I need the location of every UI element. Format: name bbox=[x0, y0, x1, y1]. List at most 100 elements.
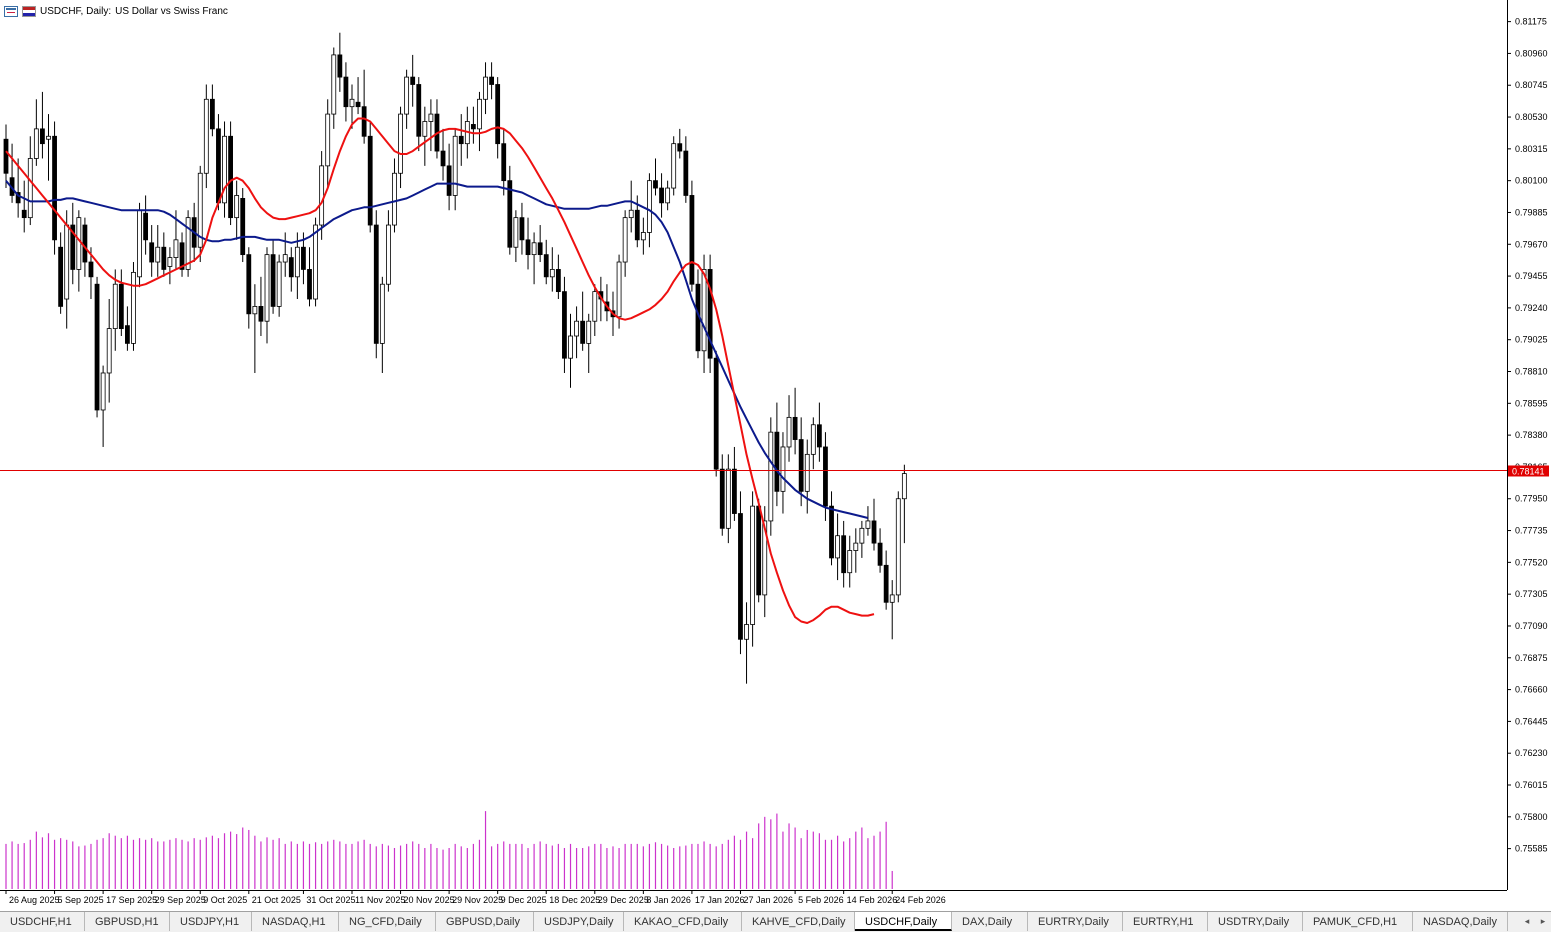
bull-candle bbox=[197, 172, 203, 248]
bull-candle bbox=[804, 453, 810, 492]
bear-candle bbox=[458, 135, 464, 145]
price-tick-label: 0.80745 bbox=[1515, 80, 1548, 90]
bear-candle bbox=[507, 180, 513, 248]
bear-candle bbox=[355, 101, 361, 108]
bull-candle bbox=[859, 527, 865, 544]
tab-nasdaq-daily[interactable]: NASDAQ,Daily bbox=[1413, 912, 1508, 931]
bear-candle bbox=[470, 124, 476, 130]
bull-candle bbox=[276, 261, 282, 307]
bull-candle bbox=[889, 594, 895, 603]
bear-candle bbox=[495, 84, 501, 145]
tab-eurtry-daily[interactable]: EURTRY,Daily bbox=[1028, 912, 1123, 931]
bear-candle bbox=[519, 217, 525, 241]
bull-candle bbox=[622, 217, 628, 263]
bear-candle bbox=[367, 135, 373, 226]
bear-candle bbox=[88, 261, 94, 278]
bear-candle bbox=[258, 306, 264, 322]
bull-candle bbox=[768, 431, 774, 522]
price-tick-label: 0.77305 bbox=[1515, 589, 1548, 599]
bear-candle bbox=[125, 325, 130, 344]
bear-candle bbox=[823, 446, 828, 507]
time-tick-label: 24 Feb 2026 bbox=[895, 895, 946, 905]
bear-candle bbox=[738, 513, 743, 640]
bear-candle bbox=[118, 283, 124, 330]
bull-candle bbox=[483, 76, 488, 100]
bear-candle bbox=[161, 246, 167, 270]
bull-candle bbox=[46, 135, 51, 140]
tab-usdchf-daily[interactable]: USDCHF,Daily bbox=[855, 912, 952, 931]
time-tick-label: 31 Oct 2025 bbox=[306, 895, 355, 905]
bear-candle bbox=[580, 320, 586, 344]
bull-candle bbox=[853, 542, 859, 551]
tabs-scroll-left-icon[interactable]: ◂ bbox=[1520, 912, 1534, 931]
tab-ng-cfd-daily[interactable]: NG_CFD,Daily bbox=[339, 912, 436, 931]
tabs-scroll-right-icon[interactable]: ▸ bbox=[1536, 912, 1550, 931]
bear-candle bbox=[683, 150, 689, 196]
price-tick-label: 0.76660 bbox=[1515, 685, 1548, 695]
chart-title: USDCHF, Daily: US Dollar vs Swiss Franc bbox=[4, 4, 228, 18]
bear-candle bbox=[756, 505, 762, 596]
bull-candle bbox=[810, 424, 816, 455]
bear-candle bbox=[841, 535, 847, 574]
tab-kakao-cfd-daily[interactable]: KAKAO_CFD,Daily bbox=[624, 912, 742, 931]
bull-candle bbox=[531, 242, 537, 256]
tab-dax-daily[interactable]: DAX,Daily bbox=[952, 912, 1028, 931]
time-tick-label: 14 Feb 2026 bbox=[847, 895, 898, 905]
bull-candle bbox=[901, 473, 907, 500]
tab-nasdaq-h1[interactable]: NASDAQ,H1 bbox=[252, 912, 339, 931]
bear-candle bbox=[719, 468, 725, 529]
bull-candle bbox=[786, 416, 792, 448]
bear-candle bbox=[792, 416, 798, 440]
price-tick-label: 0.80530 bbox=[1515, 112, 1548, 122]
bull-candle bbox=[222, 135, 227, 204]
bear-candle bbox=[877, 542, 883, 566]
tab-usdjpy-daily[interactable]: USDJPY,Daily bbox=[534, 912, 624, 931]
bull-candle bbox=[513, 217, 519, 248]
time-tick-label: 21 Oct 2025 bbox=[252, 895, 301, 905]
bull-candle bbox=[744, 624, 749, 640]
tab-pamuk-cfd-h1[interactable]: PAMUK_CFD,H1 bbox=[1303, 912, 1413, 931]
tab-gbpusd-h1[interactable]: GBPUSD,H1 bbox=[85, 912, 170, 931]
bull-candle bbox=[428, 113, 434, 122]
bear-candle bbox=[446, 165, 452, 196]
bear-candle bbox=[689, 195, 695, 285]
bull-candle bbox=[477, 98, 482, 130]
price-tick-label: 0.77520 bbox=[1515, 557, 1548, 567]
bull-candle bbox=[203, 98, 209, 174]
bull-candle bbox=[701, 269, 707, 352]
tab-gbpusd-daily[interactable]: GBPUSD,Daily bbox=[436, 912, 534, 931]
tab-kahve-cfd-daily[interactable]: KAHVE_CFD,Daily bbox=[742, 912, 855, 931]
bull-candle bbox=[155, 246, 161, 263]
bear-candle bbox=[829, 505, 834, 559]
bull-candle bbox=[33, 128, 39, 159]
price-tick-label: 0.81175 bbox=[1515, 17, 1547, 27]
bear-candle bbox=[240, 198, 246, 256]
bull-candle bbox=[628, 209, 634, 219]
bear-candle bbox=[228, 135, 233, 219]
bull-candle bbox=[167, 257, 173, 267]
price-tick-label: 0.80100 bbox=[1515, 176, 1548, 186]
chart-window-icon[interactable] bbox=[4, 5, 18, 17]
price-tick-label: 0.76015 bbox=[1515, 780, 1548, 790]
chart-area[interactable]: 0.81175 0.80960 0.80745 0.80530 0.80315 0.801… bbox=[0, 0, 1551, 910]
bull-candle bbox=[27, 158, 33, 219]
bear-candle bbox=[883, 564, 889, 603]
bear-candle bbox=[301, 246, 306, 270]
bear-candle bbox=[525, 239, 531, 256]
tab-usdtry-daily[interactable]: USDTRY,Daily bbox=[1208, 912, 1303, 931]
bear-candle bbox=[288, 257, 294, 278]
bull-candle bbox=[847, 550, 853, 574]
time-tick-label: 29 Sep 2025 bbox=[155, 895, 206, 905]
bull-candle bbox=[865, 520, 871, 529]
tab-usdjpy-h1[interactable]: USDJPY,H1 bbox=[170, 912, 252, 931]
tab-usdchf-h1[interactable]: USDCHF,H1 bbox=[0, 912, 85, 931]
price-chart[interactable]: 0.81175 0.80960 0.80745 0.80530 0.80315 0.801… bbox=[0, 0, 1551, 910]
price-tick-label: 0.78810 bbox=[1515, 367, 1548, 377]
bull-candle bbox=[137, 209, 142, 278]
bull-candle bbox=[895, 498, 901, 596]
bull-candle bbox=[112, 283, 118, 330]
bear-candle bbox=[82, 224, 88, 263]
bear-candle bbox=[634, 209, 640, 241]
price-tick-label: 0.77090 bbox=[1515, 621, 1548, 631]
tab-eurtry-h1[interactable]: EURTRY,H1 bbox=[1123, 912, 1208, 931]
